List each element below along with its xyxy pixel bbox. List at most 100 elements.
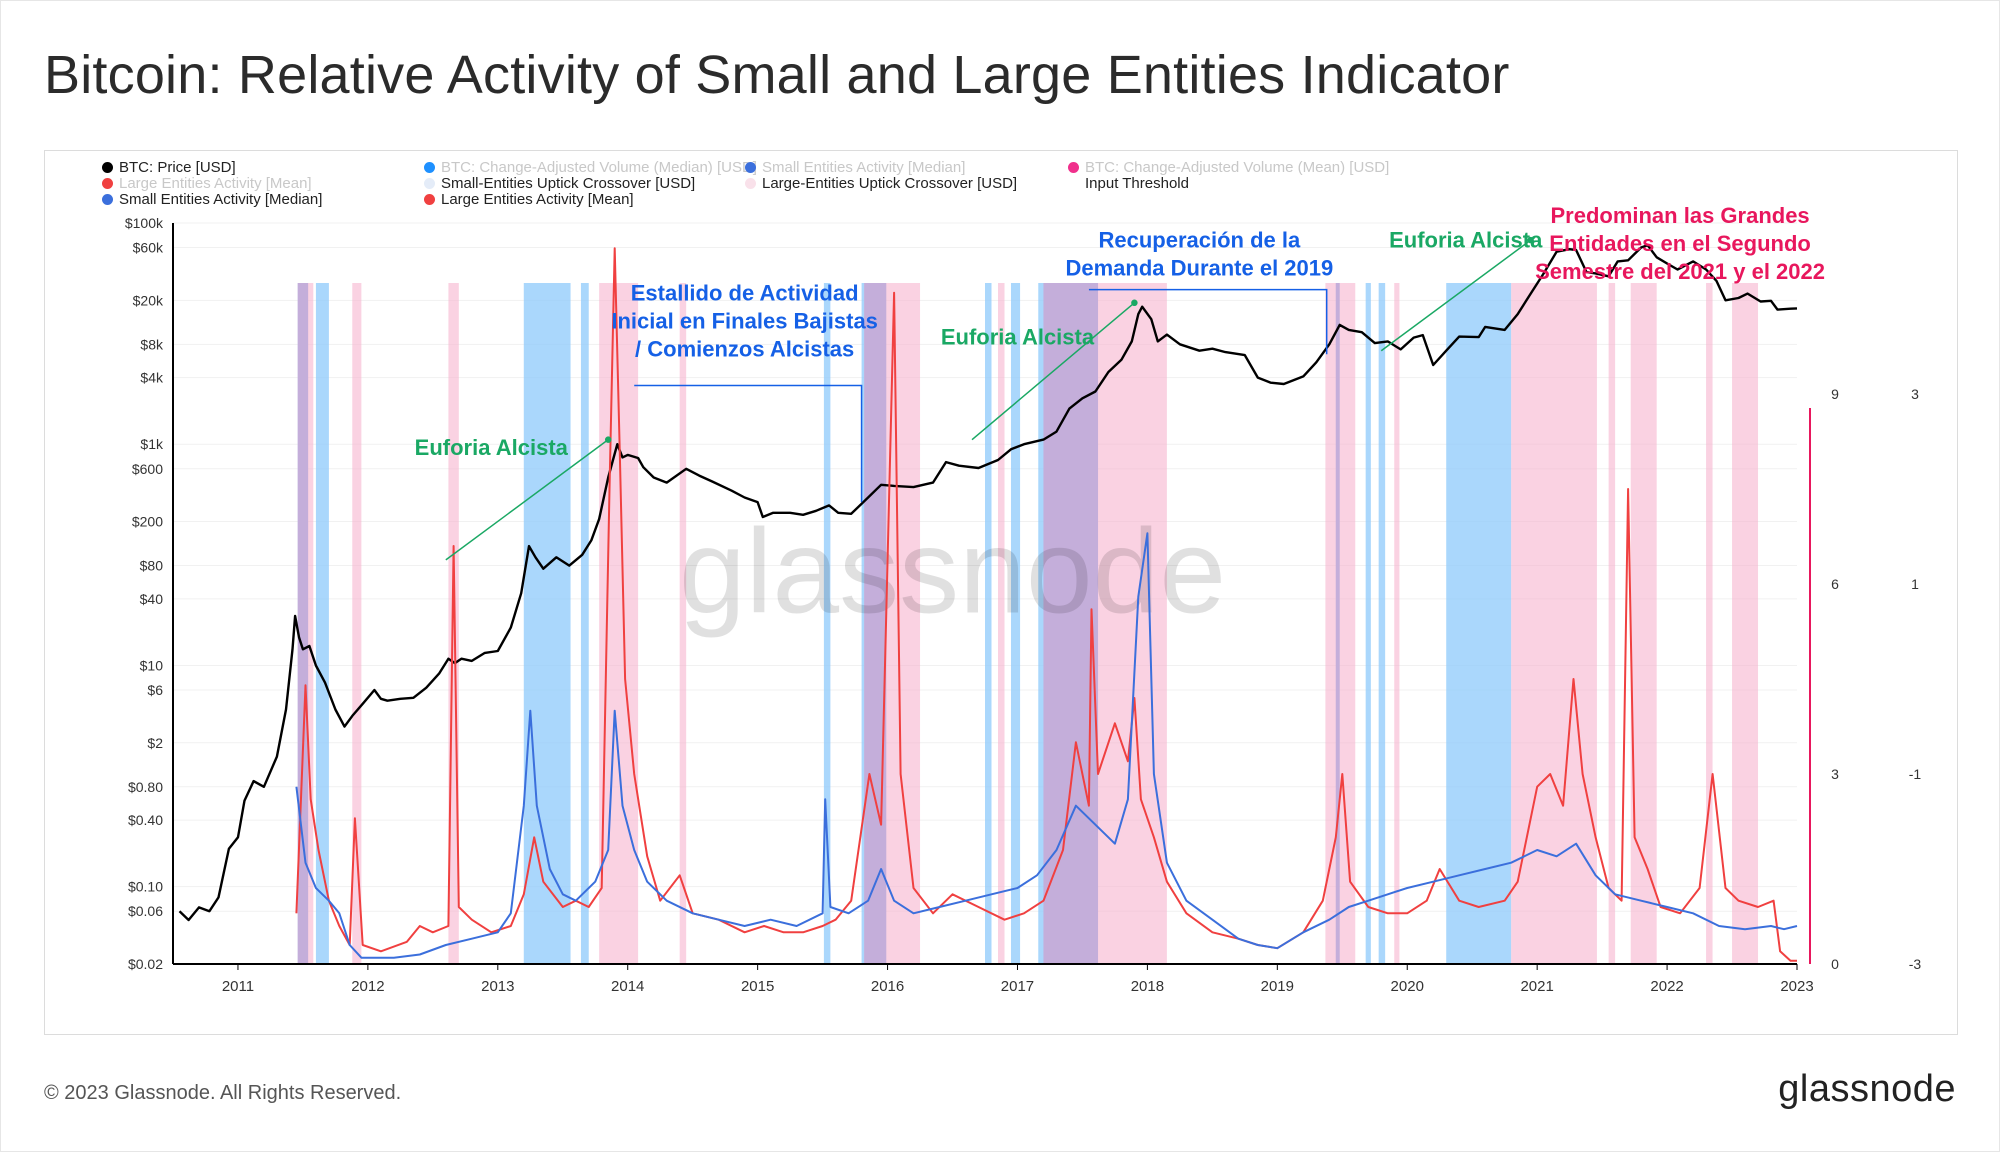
large-crossover-band	[1511, 283, 1597, 964]
right2-tick-labels: -3 -1 1 3	[1909, 386, 1922, 972]
small-crossover-band	[1446, 283, 1512, 964]
legend-item[interactable]: BTC: Change-Adjusted Volume (Median) [US…	[424, 159, 757, 176]
legend-swatch	[1068, 162, 1079, 173]
annotation: Euforia Alcista	[415, 435, 569, 460]
small-entities-activity-median-line	[295, 532, 1798, 959]
legend-swatch	[745, 178, 756, 189]
large-crossover-band	[1394, 283, 1400, 964]
legend-swatch	[424, 162, 435, 173]
copyright-footer: © 2023 Glassnode. All Rights Reserved.	[44, 1082, 402, 1104]
legend-item[interactable]: Small Entities Activity [Median]	[102, 191, 322, 208]
annotation-line: Entidades en el Segundo	[1549, 231, 1811, 256]
legend-label: Small Entities Activity [Median]	[119, 191, 323, 208]
overlap-bands	[297, 283, 1340, 964]
y-left-tick-label: $0.02	[128, 956, 163, 972]
annotation-line: Semestre del 2021 y el 2022	[1535, 259, 1825, 284]
annotation: Predominan las Grandes Entidades en el Se…	[1535, 203, 1825, 284]
arrow-head	[1527, 236, 1534, 244]
y-left-tick-label: $600	[132, 461, 163, 477]
x-tick-label: 2016	[871, 978, 904, 995]
x-tick-label: 2018	[1131, 978, 1164, 995]
y-right2-tick-label: 1	[1911, 576, 1919, 592]
y-left-tick-label: $0.40	[128, 812, 163, 828]
small-crossover-band	[1010, 283, 1021, 964]
legend-item[interactable]: Large Entities Activity [Mean]	[424, 191, 634, 208]
large-crossover-band	[1706, 283, 1713, 964]
legend-label: Large Entities Activity [Mean]	[119, 175, 312, 192]
legend-swatch	[102, 162, 113, 173]
annotation-line: Demanda Durante el 2019	[1065, 256, 1333, 281]
y-right1-tick-label: 9	[1831, 386, 1839, 402]
legend-label: Small-Entities Uptick Crossover [USD]	[441, 175, 696, 192]
legend-item[interactable]: Large Entities Activity [Mean]	[102, 175, 312, 192]
y-left-tick-label: $0.80	[128, 779, 163, 795]
overlap-band	[297, 283, 309, 964]
arrow-head	[604, 436, 612, 443]
x-tick-label: 2014	[611, 978, 644, 995]
btc-price-usd-line	[178, 244, 1798, 922]
legend-item[interactable]: Small Entities Activity [Median]	[745, 159, 965, 176]
chart-frame: glassnode $100k $60k $20k $8k $4k $1k $600 $200 $…	[44, 150, 1958, 1035]
annotation-line: Recuperación de la	[1098, 228, 1301, 253]
annotation-line: Inicial en Finales Bajistas	[611, 308, 878, 333]
annotation: Estallido de Actividad Inicial en Finales…	[611, 280, 878, 361]
annotation-line: Euforia Alcista	[1389, 228, 1543, 253]
y-left-tick-label: $1k	[140, 436, 164, 452]
y-right1-tick-label: 3	[1831, 766, 1839, 782]
large-crossover-band	[1630, 283, 1657, 964]
legend-item[interactable]: BTC: Price [USD]	[102, 159, 236, 176]
annotation-brackets	[634, 288, 1328, 503]
legend-item[interactable]: Input Threshold	[1068, 175, 1189, 192]
y-left-tick-label: $10	[140, 657, 164, 673]
legend-label: BTC: Change-Adjusted Volume (Mean) [USD]	[1085, 159, 1390, 176]
legend-label: Input Threshold	[1085, 175, 1189, 192]
legend-item[interactable]: Large-Entities Uptick Crossover [USD]	[745, 175, 1017, 192]
y-left-tick-label: $8k	[140, 336, 164, 352]
small-crossover-band	[823, 283, 831, 964]
overlap-band	[864, 283, 887, 964]
chart: glassnode$100k$60k$20k$8k$4k$1k$600$200$…	[125, 203, 1922, 995]
y-left-tick-label: $100k	[125, 215, 164, 231]
large-crossover-band	[352, 283, 362, 964]
legend-swatch	[1068, 178, 1079, 189]
bracket-2015	[634, 384, 863, 503]
legend-label: Large Entities Activity [Mean]	[441, 191, 634, 208]
overlap-band	[1043, 283, 1099, 964]
arrow-head	[1131, 299, 1138, 307]
small-crossover-band	[315, 283, 329, 964]
y-right2-tick-label: -3	[1909, 956, 1922, 972]
legend-label: BTC: Change-Adjusted Volume (Median) [US…	[441, 159, 757, 176]
legend-item[interactable]: BTC: Change-Adjusted Volume (Mean) [USD]	[1068, 159, 1389, 176]
legend-label: Large-Entities Uptick Crossover [USD]	[762, 175, 1018, 192]
y-left-tick-label: $200	[132, 514, 163, 530]
x-tick-label: 2021	[1520, 978, 1553, 995]
page-title: Bitcoin: Relative Activity of Small and …	[44, 45, 1510, 105]
legend-swatch	[102, 178, 113, 189]
x-tick-label: 2013	[481, 978, 514, 995]
small-crossover-band	[523, 283, 571, 964]
small-crossover-band	[1378, 283, 1386, 964]
y-left-tick-label: $0.06	[128, 903, 163, 919]
x-tick-label: 2019	[1261, 978, 1294, 995]
euforia-arrows	[445, 236, 1534, 561]
legend-item[interactable]: Small-Entities Uptick Crossover [USD]	[424, 175, 695, 192]
annotation: Euforia Alcista	[1389, 228, 1543, 253]
y-left-tick-label: $4k	[140, 370, 164, 386]
x-tick-label: 2020	[1391, 978, 1424, 995]
y-left-tick-label: $2	[147, 735, 163, 751]
annotation-line: / Comienzos Alcistas	[635, 336, 854, 361]
y-left-tick-label: $80	[140, 558, 164, 574]
small-crossover-band	[985, 283, 992, 964]
legend-swatch	[424, 178, 435, 189]
left-tick-labels: $100k $60k $20k $8k $4k $1k $600 $200 $80 $40 $10 $…	[125, 215, 164, 972]
y-left-tick-label: $60k	[133, 240, 164, 256]
arrow-line	[1380, 239, 1532, 352]
annotation-line: Estallido de Actividad	[631, 280, 859, 305]
y-left-tick-label: $6	[147, 682, 163, 698]
legend-label: BTC: Price [USD]	[119, 159, 236, 176]
y-right1-tick-label: 6	[1831, 576, 1839, 592]
annotation-line: Euforia Alcista	[941, 324, 1095, 349]
large-crossover-band	[997, 283, 1005, 964]
legend-swatch	[424, 194, 435, 205]
x-tick-label: 2012	[351, 978, 384, 995]
